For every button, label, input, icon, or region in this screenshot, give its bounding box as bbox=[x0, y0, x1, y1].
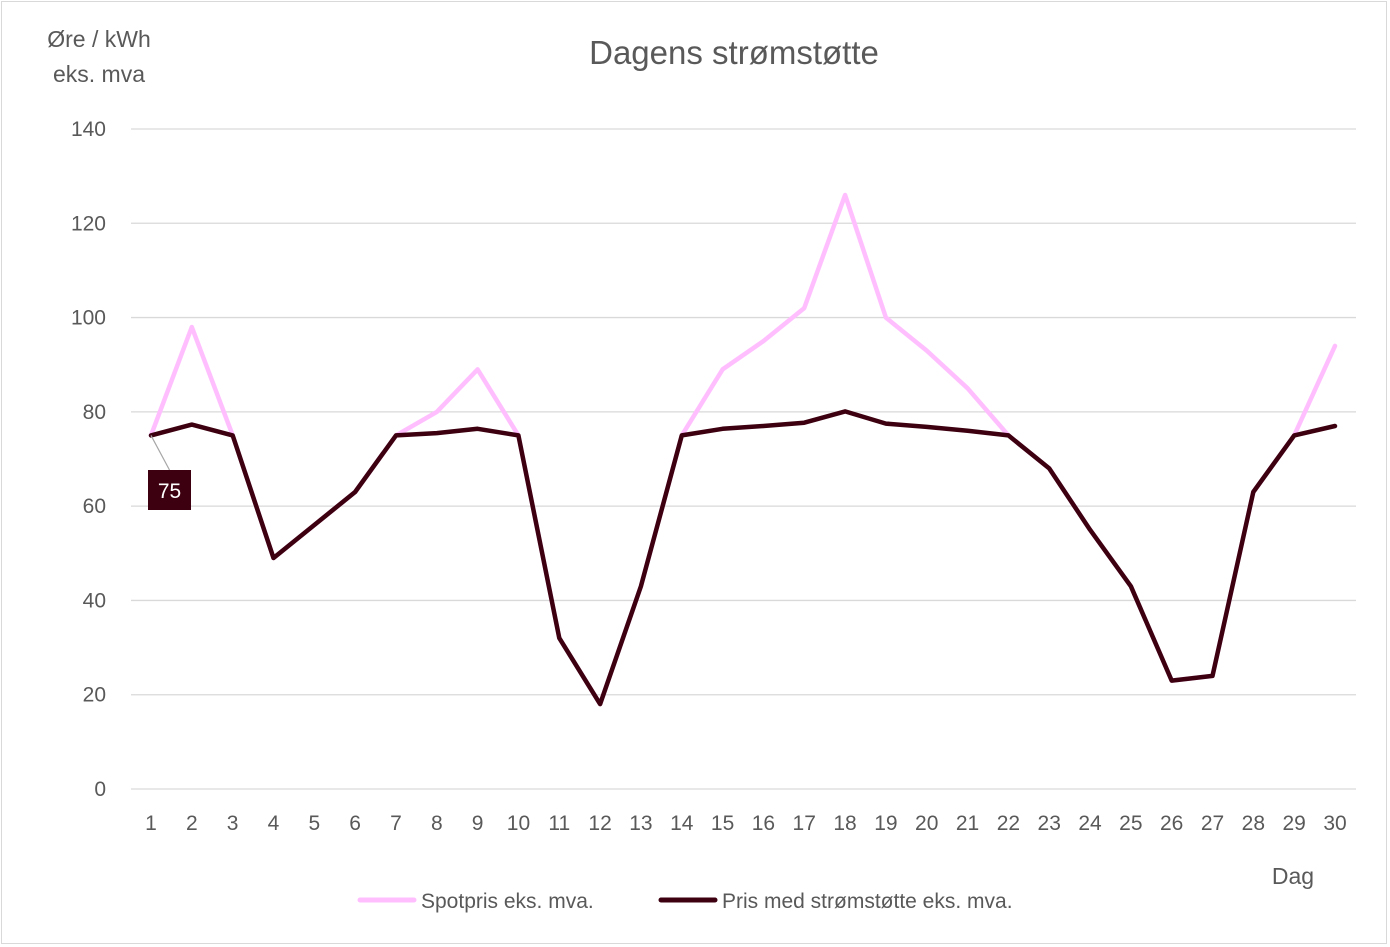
data-labels: 75 bbox=[148, 435, 191, 510]
series-line-2 bbox=[148, 409, 1338, 707]
x-tick-label: 12 bbox=[588, 812, 611, 835]
x-tick-label: 6 bbox=[349, 812, 361, 835]
x-axis-title: Dag bbox=[1272, 863, 1314, 889]
x-tick-label: 4 bbox=[268, 812, 280, 835]
x-tick-label: 1 bbox=[145, 812, 157, 835]
y-axis-title-line-1: Øre / kWh bbox=[47, 26, 151, 52]
series-line-1 bbox=[148, 192, 1338, 707]
x-tick-label: 20 bbox=[915, 812, 938, 835]
data-label-leader bbox=[150, 435, 171, 471]
x-tick-label: 5 bbox=[308, 812, 320, 835]
x-tick-label: 17 bbox=[793, 812, 816, 835]
x-tick-label: 23 bbox=[1038, 812, 1061, 835]
legend-label-2: Pris med strømstøtte eks. mva. bbox=[722, 890, 1013, 913]
legend: Spotpris eks. mva. Pris med strømstøtte e… bbox=[357, 890, 1013, 913]
x-axis-ticks: 1 2 3 4 5 6 7 8 9 10 11 12 13 14 15 16 17 18 19 20 21 22 23 24 2… bbox=[145, 812, 1347, 835]
x-tick-label: 11 bbox=[548, 812, 570, 835]
y-tick-label: 100 bbox=[71, 307, 106, 330]
data-label-box bbox=[148, 470, 191, 510]
legend-label-1: Spotpris eks. mva. bbox=[421, 890, 594, 913]
x-tick-label: 24 bbox=[1078, 812, 1102, 835]
x-tick-label: 27 bbox=[1201, 812, 1224, 835]
x-tick-label: 26 bbox=[1160, 812, 1183, 835]
x-tick-label: 10 bbox=[507, 812, 530, 835]
x-tick-label: 30 bbox=[1323, 812, 1346, 835]
chart-title: Dagens strømstøtte bbox=[589, 34, 879, 71]
x-tick-label: 8 bbox=[431, 812, 443, 835]
x-tick-label: 14 bbox=[670, 812, 694, 835]
y-tick-label: 0 bbox=[94, 778, 106, 801]
x-tick-label: 3 bbox=[227, 812, 239, 835]
x-tick-label: 16 bbox=[752, 812, 775, 835]
y-tick-label: 80 bbox=[83, 401, 106, 424]
x-tick-label: 9 bbox=[472, 812, 484, 835]
y-axis-ticks: 0 20 40 60 80 100 120 140 bbox=[71, 118, 106, 801]
x-tick-label: 19 bbox=[874, 812, 897, 835]
y-axis-title-line-2: eks. mva bbox=[53, 61, 145, 87]
x-tick-label: 29 bbox=[1282, 812, 1305, 835]
x-tick-label: 2 bbox=[186, 812, 198, 835]
x-tick-label: 25 bbox=[1119, 812, 1142, 835]
x-tick-label: 22 bbox=[997, 812, 1020, 835]
y-tick-label: 60 bbox=[83, 495, 106, 518]
y-tick-label: 120 bbox=[71, 212, 106, 235]
x-tick-label: 28 bbox=[1242, 812, 1265, 835]
x-tick-label: 18 bbox=[833, 812, 856, 835]
data-label: 75 bbox=[158, 480, 181, 503]
x-tick-label: 7 bbox=[390, 812, 402, 835]
x-tick-label: 21 bbox=[956, 812, 979, 835]
x-tick-label: 15 bbox=[711, 812, 734, 835]
x-tick-label: 13 bbox=[629, 812, 652, 835]
y-tick-label: 140 bbox=[71, 118, 106, 141]
series-lines bbox=[148, 192, 1338, 707]
gridlines bbox=[131, 128, 1356, 790]
y-tick-label: 20 bbox=[83, 684, 106, 707]
y-tick-label: 40 bbox=[83, 589, 106, 612]
